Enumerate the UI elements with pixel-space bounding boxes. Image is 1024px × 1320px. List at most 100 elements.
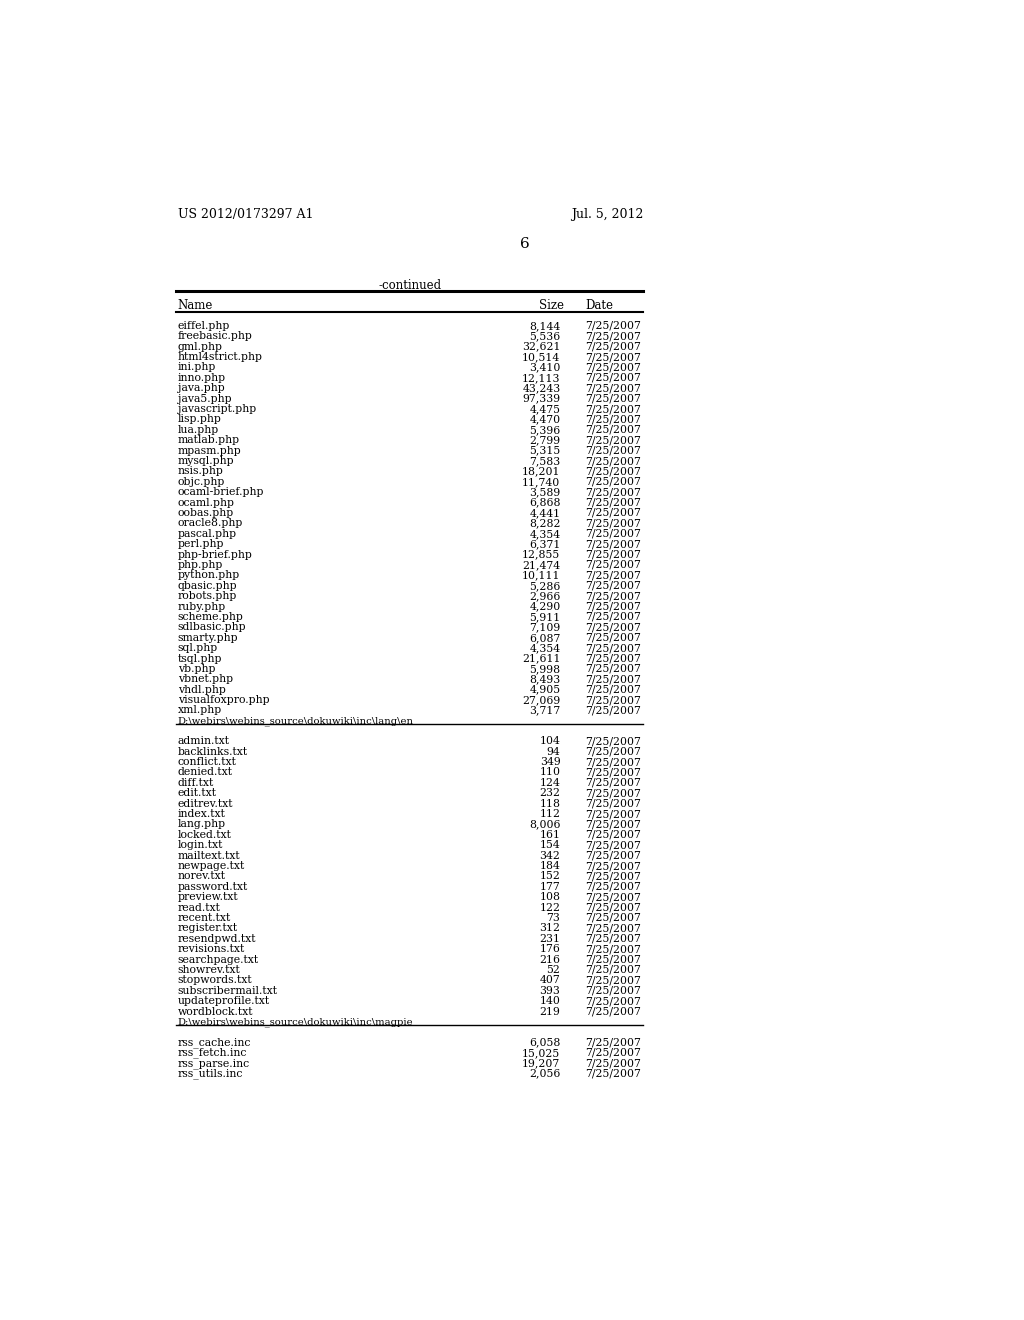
Text: 7/25/2007: 7/25/2007 <box>586 519 641 528</box>
Text: 7/25/2007: 7/25/2007 <box>586 342 641 351</box>
Text: 3,717: 3,717 <box>529 705 560 715</box>
Text: 3,410: 3,410 <box>529 363 560 372</box>
Text: tsql.php: tsql.php <box>177 653 222 664</box>
Text: 7/25/2007: 7/25/2007 <box>586 1069 641 1078</box>
Text: 7/25/2007: 7/25/2007 <box>586 383 641 393</box>
Text: 161: 161 <box>540 830 560 840</box>
Text: Date: Date <box>586 300 613 313</box>
Text: eiffel.php: eiffel.php <box>177 321 230 331</box>
Text: 7/25/2007: 7/25/2007 <box>586 944 641 954</box>
Text: ini.php: ini.php <box>177 363 216 372</box>
Text: 349: 349 <box>540 758 560 767</box>
Text: 7/25/2007: 7/25/2007 <box>586 685 641 694</box>
Text: 32,621: 32,621 <box>522 342 560 351</box>
Text: 7/25/2007: 7/25/2007 <box>586 455 641 466</box>
Text: perl.php: perl.php <box>177 539 224 549</box>
Text: 4,441: 4,441 <box>529 508 560 517</box>
Text: 7/25/2007: 7/25/2007 <box>586 1059 641 1068</box>
Text: 7/25/2007: 7/25/2007 <box>586 581 641 591</box>
Text: 7/25/2007: 7/25/2007 <box>586 777 641 788</box>
Text: 7/25/2007: 7/25/2007 <box>586 529 641 539</box>
Text: rss_utils.inc: rss_utils.inc <box>177 1069 243 1080</box>
Text: 21,611: 21,611 <box>522 653 560 664</box>
Text: showrev.txt: showrev.txt <box>177 965 241 975</box>
Text: read.txt: read.txt <box>177 903 220 912</box>
Text: 7/25/2007: 7/25/2007 <box>586 861 641 871</box>
Text: subscribermail.txt: subscribermail.txt <box>177 986 278 995</box>
Text: 342: 342 <box>540 850 560 861</box>
Text: 7/25/2007: 7/25/2007 <box>586 986 641 995</box>
Text: 7/25/2007: 7/25/2007 <box>586 903 641 912</box>
Text: US 2012/0173297 A1: US 2012/0173297 A1 <box>177 209 313 222</box>
Text: 8,493: 8,493 <box>529 675 560 684</box>
Text: python.php: python.php <box>177 570 240 581</box>
Text: 7/25/2007: 7/25/2007 <box>586 498 641 508</box>
Text: Name: Name <box>177 300 213 313</box>
Text: 232: 232 <box>540 788 560 799</box>
Text: freebasic.php: freebasic.php <box>177 331 253 342</box>
Text: 7/25/2007: 7/25/2007 <box>586 466 641 477</box>
Text: Size: Size <box>539 300 564 313</box>
Text: 393: 393 <box>540 986 560 995</box>
Text: 108: 108 <box>540 892 560 902</box>
Text: 312: 312 <box>540 924 560 933</box>
Text: 104: 104 <box>540 737 560 746</box>
Text: wordblock.txt: wordblock.txt <box>177 1007 253 1016</box>
Text: 7/25/2007: 7/25/2007 <box>586 372 641 383</box>
Text: 7/25/2007: 7/25/2007 <box>586 799 641 809</box>
Text: editrev.txt: editrev.txt <box>177 799 233 809</box>
Text: 5,315: 5,315 <box>529 446 560 455</box>
Text: 7/25/2007: 7/25/2007 <box>586 487 641 498</box>
Text: 118: 118 <box>540 799 560 809</box>
Text: ocaml-brief.php: ocaml-brief.php <box>177 487 264 498</box>
Text: 7/25/2007: 7/25/2007 <box>586 331 641 342</box>
Text: 7/25/2007: 7/25/2007 <box>586 643 641 653</box>
Text: vb.php: vb.php <box>177 664 215 675</box>
Text: edit.txt: edit.txt <box>177 788 217 799</box>
Text: 184: 184 <box>540 861 560 871</box>
Text: html4strict.php: html4strict.php <box>177 352 262 362</box>
Text: rss_parse.inc: rss_parse.inc <box>177 1059 250 1069</box>
Text: 7/25/2007: 7/25/2007 <box>586 539 641 549</box>
Text: lang.php: lang.php <box>177 820 225 829</box>
Text: 97,339: 97,339 <box>522 393 560 404</box>
Text: 7/25/2007: 7/25/2007 <box>586 352 641 362</box>
Text: php-brief.php: php-brief.php <box>177 549 253 560</box>
Text: conflict.txt: conflict.txt <box>177 758 237 767</box>
Text: objc.php: objc.php <box>177 477 225 487</box>
Text: 231: 231 <box>540 933 560 944</box>
Text: 5,536: 5,536 <box>529 331 560 342</box>
Text: 7/25/2007: 7/25/2007 <box>586 696 641 705</box>
Text: java5.php: java5.php <box>177 393 231 404</box>
Text: 43,243: 43,243 <box>522 383 560 393</box>
Text: 7,583: 7,583 <box>529 455 560 466</box>
Text: 10,514: 10,514 <box>522 352 560 362</box>
Text: oracle8.php: oracle8.php <box>177 519 243 528</box>
Text: 140: 140 <box>540 997 560 1006</box>
Text: sdlbasic.php: sdlbasic.php <box>177 622 246 632</box>
Text: 7/25/2007: 7/25/2007 <box>586 436 641 445</box>
Text: gml.php: gml.php <box>177 342 222 351</box>
Text: 19,207: 19,207 <box>522 1059 560 1068</box>
Text: 154: 154 <box>540 841 560 850</box>
Text: 2,799: 2,799 <box>529 436 560 445</box>
Text: 219: 219 <box>540 1007 560 1016</box>
Text: 7/25/2007: 7/25/2007 <box>586 913 641 923</box>
Text: 7/25/2007: 7/25/2007 <box>586 850 641 861</box>
Text: pascal.php: pascal.php <box>177 529 237 539</box>
Text: denied.txt: denied.txt <box>177 767 232 777</box>
Text: 12,855: 12,855 <box>522 549 560 560</box>
Text: lisp.php: lisp.php <box>177 414 221 425</box>
Text: lua.php: lua.php <box>177 425 219 434</box>
Text: 10,111: 10,111 <box>522 570 560 581</box>
Text: 7/25/2007: 7/25/2007 <box>586 446 641 455</box>
Text: 6,371: 6,371 <box>529 539 560 549</box>
Text: 7/25/2007: 7/25/2007 <box>586 508 641 517</box>
Text: 8,282: 8,282 <box>529 519 560 528</box>
Text: 7/25/2007: 7/25/2007 <box>586 975 641 985</box>
Text: recent.txt: recent.txt <box>177 913 230 923</box>
Text: D:\webirs\webins_source\dokuwiki\inc\magpie: D:\webirs\webins_source\dokuwiki\inc\mag… <box>177 1016 414 1027</box>
Text: 7/25/2007: 7/25/2007 <box>586 737 641 746</box>
Text: 7/25/2007: 7/25/2007 <box>586 882 641 892</box>
Text: 7/25/2007: 7/25/2007 <box>586 570 641 581</box>
